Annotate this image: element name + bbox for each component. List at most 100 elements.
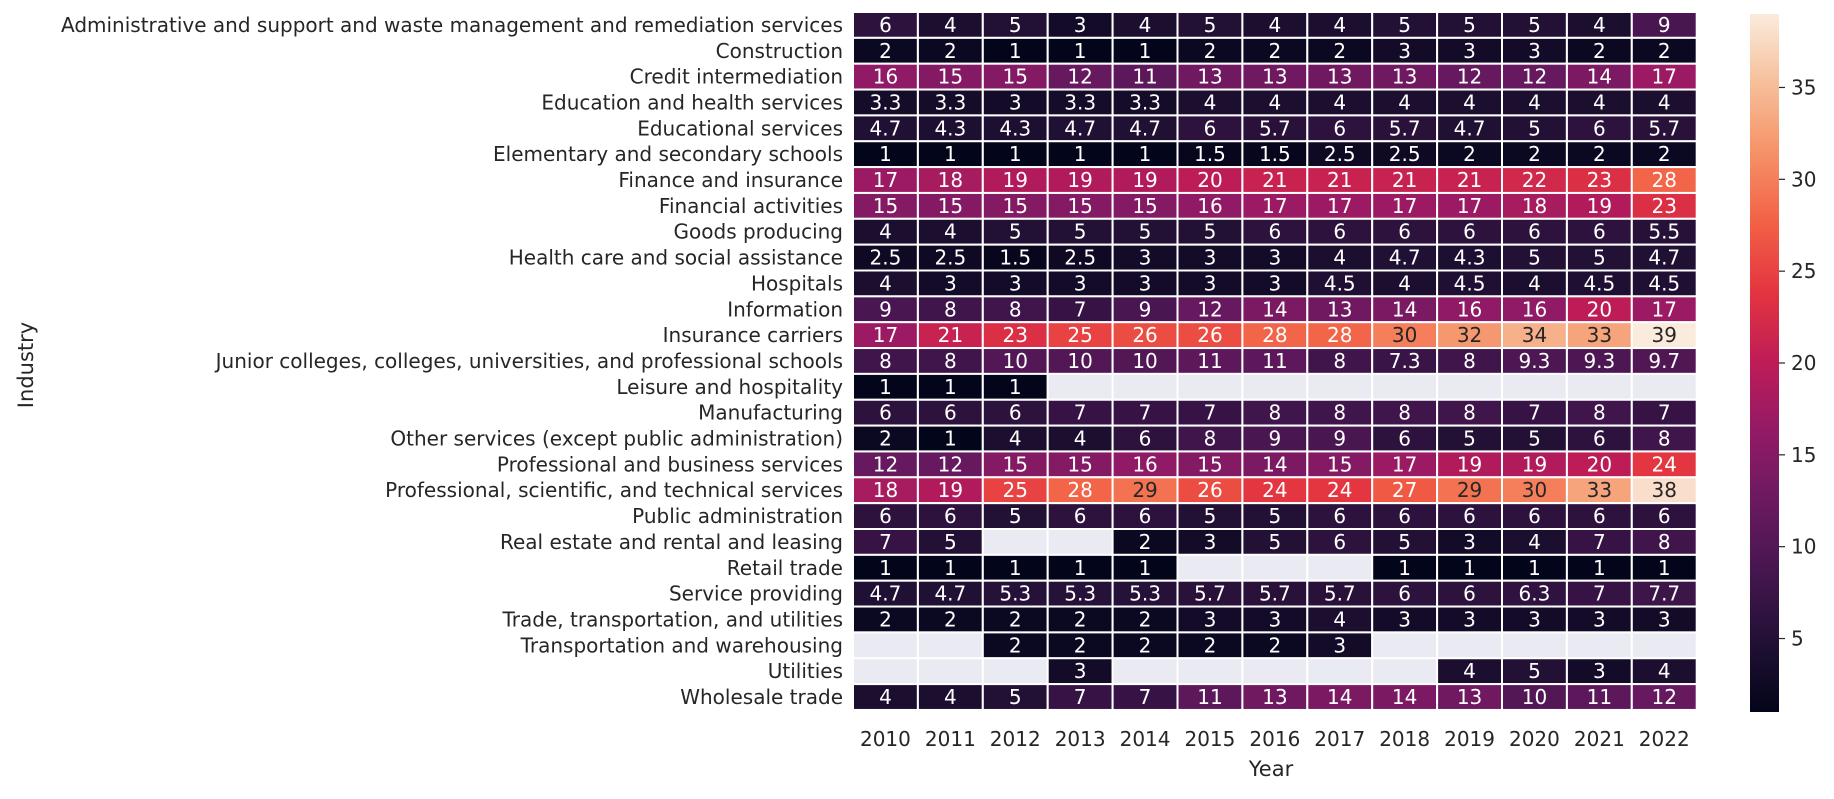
- cell-value-label: 10: [1003, 349, 1028, 373]
- heatmap-cell: [1630, 476, 1698, 505]
- cell-value-label: 1: [1658, 556, 1671, 580]
- heatmap-cell: [1306, 553, 1374, 582]
- cell-value-label: 20: [1587, 452, 1612, 476]
- cell-value-label: 9: [1333, 427, 1346, 451]
- cell-value-label: 5.7: [1259, 116, 1291, 140]
- cell-value-label: 4: [1463, 90, 1476, 114]
- cell-value-label: 4: [1139, 13, 1152, 37]
- x-tick-label: 2010: [860, 727, 911, 751]
- cell-value-label: 8: [1463, 349, 1476, 373]
- cell-value-label: 2: [944, 607, 957, 631]
- x-tick-label: 2017: [1314, 727, 1365, 751]
- heatmap-cell: [852, 476, 919, 505]
- heatmap-cell: [1630, 269, 1698, 298]
- heatmap-cell: [1046, 528, 1114, 556]
- cell-value-label: 5.7: [1194, 582, 1226, 606]
- cell-value-label: 2.5: [934, 246, 966, 270]
- cell-value-label: 5: [1528, 246, 1541, 270]
- heatmap-cell: [1565, 528, 1633, 556]
- cell-value-label: 2.5: [870, 246, 902, 270]
- heatmap-cell: [1565, 605, 1633, 634]
- cell-value-label: 3: [1463, 39, 1476, 63]
- cell-value-label: 3.3: [1064, 90, 1096, 114]
- y-tick-label: Professional, scientific, and technical …: [385, 478, 843, 502]
- cell-value-label: 28: [1327, 323, 1352, 347]
- heatmap-cell: [852, 424, 919, 453]
- heatmap-cell: [1436, 424, 1503, 453]
- heatmap-cell: [916, 398, 984, 427]
- cell-value-label: 2: [879, 607, 892, 631]
- x-tick-label: 2012: [990, 727, 1041, 751]
- cell-value-label: 2: [1593, 39, 1606, 63]
- cell-value-label: 1: [879, 556, 892, 580]
- heatmap-cell: [1046, 631, 1114, 660]
- cell-value-label: 3: [1333, 633, 1346, 657]
- cell-value-label: 8: [1658, 530, 1671, 554]
- cell-value-label: 7: [1593, 530, 1606, 554]
- cell-value-label: 2: [1593, 142, 1606, 166]
- heatmap-cell: [1241, 191, 1309, 220]
- y-tick-label: Manufacturing: [698, 401, 843, 425]
- heatmap-cell: [1565, 502, 1633, 530]
- heatmap-cell: [1436, 372, 1503, 401]
- cell-value-label: 3: [1398, 607, 1411, 631]
- cell-value-label: 12: [1652, 685, 1677, 709]
- cell-value-label: 7: [1593, 582, 1606, 606]
- cell-value-label: 17: [873, 323, 898, 347]
- cell-value-label: 3: [1204, 246, 1217, 270]
- heatmap-cell: [852, 528, 919, 556]
- heatmap-cell: [1241, 450, 1309, 479]
- cell-value-label: 6: [1139, 504, 1152, 528]
- colorbar-tick-label: 20: [1791, 351, 1816, 375]
- heatmap-cell: [1501, 450, 1568, 479]
- cell-value-label: 23: [1652, 194, 1677, 218]
- cell-value-label: 9.3: [1583, 349, 1615, 373]
- heatmap-cell: [1306, 424, 1374, 453]
- cell-value-label: 1: [1074, 556, 1087, 580]
- cell-value-label: 1: [1139, 142, 1152, 166]
- cell-value-label: 4.5: [1583, 271, 1615, 295]
- cell-value-label: 23: [1003, 323, 1028, 347]
- cell-value-label: 14: [1327, 685, 1352, 709]
- cell-value-label: 5.7: [1389, 116, 1421, 140]
- heatmap-cell: [1176, 321, 1244, 350]
- cell-value-label: 7: [1204, 401, 1217, 425]
- cell-value-label: 4: [1074, 427, 1087, 451]
- cell-value-label: 16: [1522, 297, 1547, 321]
- y-tick-label: Public administration: [632, 504, 843, 528]
- cell-value-label: 1: [1074, 39, 1087, 63]
- heatmap-cell: [1046, 295, 1114, 324]
- y-tick-label: Information: [727, 297, 843, 321]
- heatmap-cell: [1630, 166, 1698, 194]
- cell-value-label: 6: [1593, 220, 1606, 244]
- cell-value-label: 1.5: [1259, 142, 1291, 166]
- cell-value-label: 4.5: [1324, 271, 1356, 295]
- cell-value-label: 2: [1139, 607, 1152, 631]
- cell-value-label: 7.3: [1389, 349, 1421, 373]
- cell-value-label: 21: [1327, 168, 1352, 192]
- cell-value-label: 29: [1132, 478, 1157, 502]
- cell-value-label: 24: [1327, 478, 1352, 502]
- heatmap-cell: [1046, 372, 1114, 401]
- heatmap-cell: [1501, 372, 1568, 401]
- heatmap-cell: [1241, 683, 1309, 711]
- cell-value-label: 3: [1268, 607, 1281, 631]
- cell-value-label: 1: [1009, 375, 1022, 399]
- cell-value-label: 2.5: [1064, 246, 1096, 270]
- y-tick-label: Wholesale trade: [680, 685, 843, 709]
- cell-value-label: 6: [1398, 504, 1411, 528]
- cell-value-label: 4: [1593, 13, 1606, 37]
- heatmap-cell: [1371, 140, 1439, 169]
- heatmap-cell: [1565, 88, 1633, 117]
- cell-value-label: 4: [1333, 13, 1346, 37]
- cell-value-label: 6: [1009, 401, 1022, 425]
- heatmap-cell: [1371, 657, 1439, 686]
- heatmap-cell: [1501, 579, 1568, 608]
- cell-value-label: 3: [1204, 530, 1217, 554]
- cell-value-label: 2: [1009, 607, 1022, 631]
- colorbar-tick-label: 15: [1791, 443, 1816, 467]
- cell-value-label: 7: [1074, 685, 1087, 709]
- heatmap-cell: [1046, 243, 1114, 272]
- cell-value-label: 18: [938, 168, 963, 192]
- cell-value-label: 15: [1197, 452, 1222, 476]
